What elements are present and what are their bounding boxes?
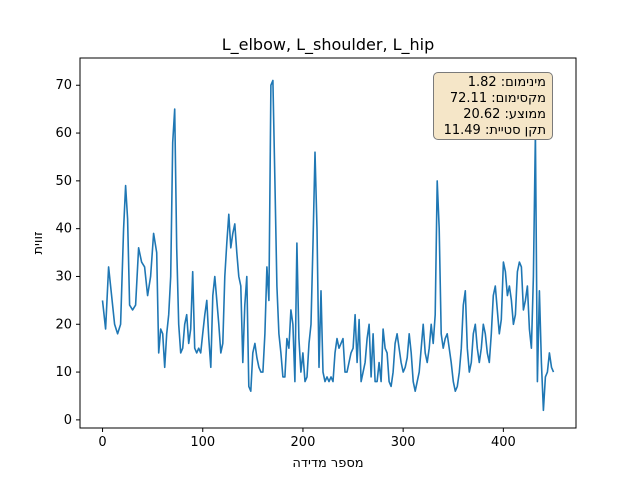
x-tick-label: 400 — [491, 435, 516, 450]
series-line-angle — [101, 79, 555, 412]
y-tick-label: 0 — [64, 413, 72, 428]
x-tick-label: 100 — [190, 435, 215, 450]
y-tick-label: 60 — [55, 126, 72, 141]
y-tick-label: 10 — [55, 365, 72, 380]
x-axis-label: מספר מדידה — [292, 456, 363, 471]
x-tick-label: 200 — [291, 435, 316, 450]
x-axis: 0 100 200 300 400 — [98, 428, 516, 450]
y-tick-label: 40 — [55, 222, 72, 237]
plot-area-frame — [79, 57, 577, 429]
y-axis: 0 10 20 30 40 50 60 70 — [55, 78, 80, 428]
stat-mean: ממוצע: 20.62 — [463, 107, 546, 122]
x-tick-label: 300 — [391, 435, 416, 450]
stat-min: מינימום: 1.82 — [467, 75, 546, 90]
stat-std: תקן סטיית: 11.49 — [443, 123, 546, 138]
y-tick-label: 20 — [55, 317, 72, 332]
stat-max: מקסימום: 72.11 — [449, 91, 546, 106]
y-tick-label: 70 — [55, 78, 72, 93]
chart-title: L_elbow, L_shoulder, L_hip — [222, 35, 435, 55]
y-axis-label: זווית — [31, 231, 46, 254]
y-tick-label: 30 — [55, 269, 72, 284]
y-tick-label: 50 — [55, 174, 72, 189]
x-tick-label: 0 — [98, 435, 106, 450]
stats-box: מינימום: 1.82 מקסימום: 72.11 ממוצע: 20.6… — [433, 72, 553, 140]
